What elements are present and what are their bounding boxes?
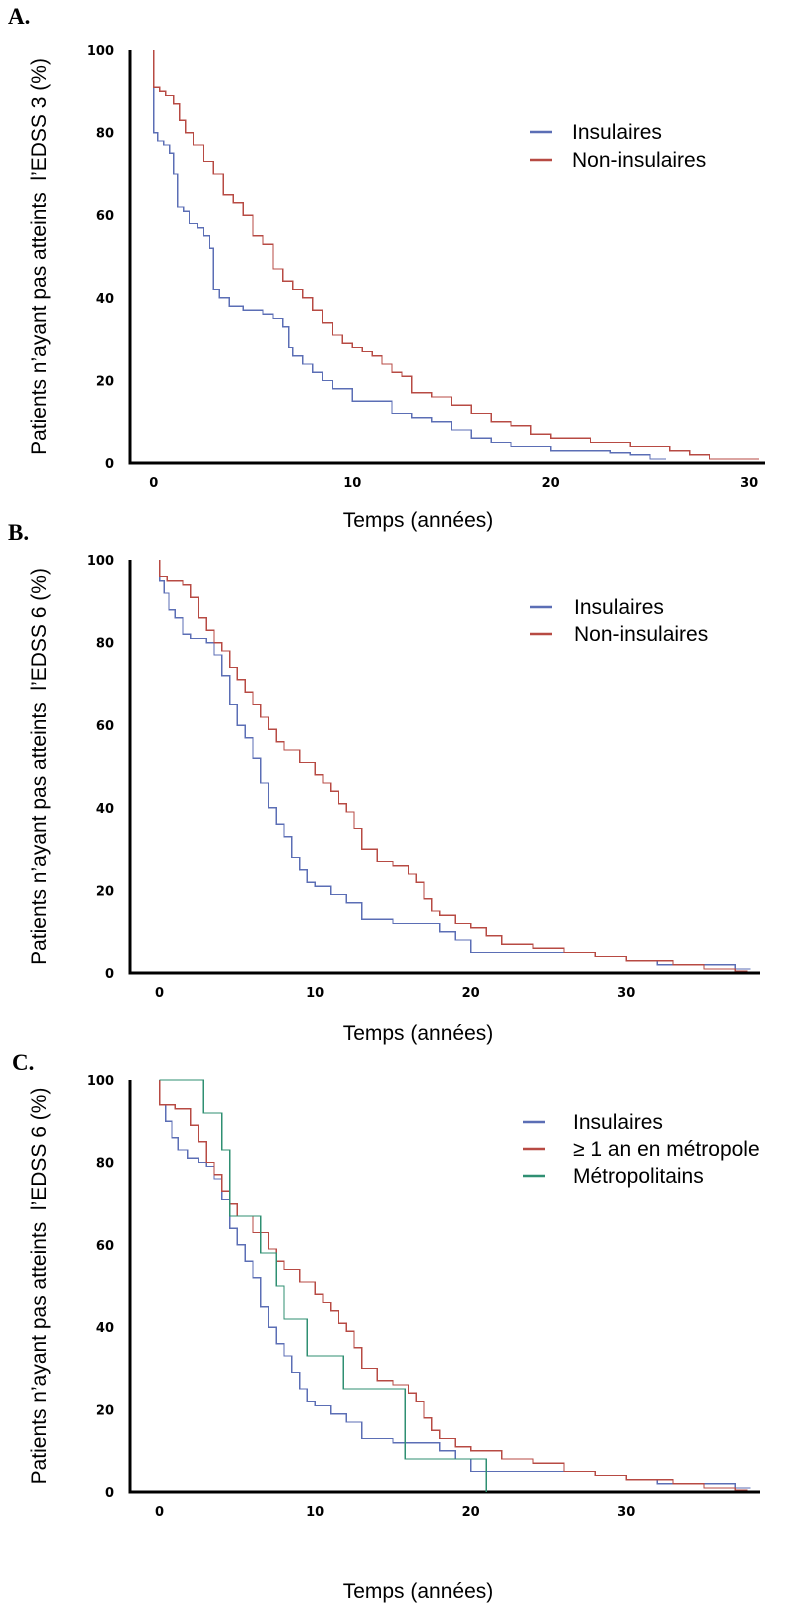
y-tick-label: 0 xyxy=(105,967,114,982)
x-tick-label: 30 xyxy=(617,1505,635,1520)
x-tick-label: 10 xyxy=(343,476,361,491)
legend-label: Non-insulaires xyxy=(574,623,708,646)
x-tick-label: 30 xyxy=(740,476,758,491)
y-tick-label: 100 xyxy=(87,44,114,59)
panel-letter: A. xyxy=(8,4,30,29)
y-tick-label: 0 xyxy=(105,1486,114,1501)
y-tick-label: 40 xyxy=(96,292,114,307)
y-tick-label: 20 xyxy=(96,884,114,899)
y-tick-label: 80 xyxy=(96,127,114,142)
x-axis-label: Temps (années) xyxy=(343,509,494,532)
series-line-2 xyxy=(159,1079,487,1492)
y-tick-label: 20 xyxy=(96,1404,114,1419)
legend-label: ≥ 1 an en métropole xyxy=(573,1138,760,1161)
x-tick-label: 0 xyxy=(155,986,164,1001)
x-tick-label: 20 xyxy=(462,1505,480,1520)
legend-label: Métropolitains xyxy=(573,1165,704,1188)
y-tick-label: 20 xyxy=(96,374,114,389)
x-tick-label: 0 xyxy=(155,1505,164,1520)
panel-a: A. 0 20 40 60 80 100 0 10 20 30 Patients n’ayant pa… xyxy=(8,4,765,532)
series-line-0 xyxy=(153,50,666,460)
panel-b: B. 0 20 40 60 80 100 0 10 20 30 Patients n’ayant pa… xyxy=(8,520,760,1045)
y-tick-label: 80 xyxy=(96,1156,114,1171)
y-axis-label: Patients n’ayant pas atteints l’EDSS 6 (… xyxy=(28,1088,51,1485)
series-line-0 xyxy=(158,1080,751,1489)
y-axis-label: Patients n’ayant pas atteints l’EDSS 6 (… xyxy=(28,568,51,965)
y-tick-label: 40 xyxy=(96,802,114,817)
y-tick-label: 60 xyxy=(96,719,114,734)
y-axis-label: Patients n’ayant pas atteints l’EDSS 3 (… xyxy=(28,58,51,455)
series-line-1 xyxy=(153,50,759,460)
legend-label: Insulaires xyxy=(574,596,664,619)
x-tick-label: 30 xyxy=(617,986,635,1001)
legend-label: Non-insulaires xyxy=(572,149,706,172)
y-tick-label: 100 xyxy=(87,554,114,569)
x-axis-label: Temps (années) xyxy=(343,1022,494,1045)
y-tick-label: 80 xyxy=(96,637,114,652)
x-axis-label: Temps (années) xyxy=(343,1580,494,1603)
y-tick-label: 60 xyxy=(96,1239,114,1254)
series-line-1 xyxy=(158,1080,748,1491)
legend-label: Insulaires xyxy=(572,121,662,144)
y-tick-label: 0 xyxy=(105,457,114,472)
x-tick-label: 10 xyxy=(306,986,324,1001)
x-tick-label: 10 xyxy=(306,1505,324,1520)
y-tick-label: 40 xyxy=(96,1321,114,1336)
series-line-0 xyxy=(158,560,751,970)
x-tick-label: 20 xyxy=(462,986,480,1001)
x-tick-label: 0 xyxy=(149,476,158,491)
x-tick-label: 20 xyxy=(542,476,560,491)
panel-c: C. 0 20 40 60 80 100 0 10 20 30 Patients n’ayant pa… xyxy=(12,1050,760,1603)
legend-label: Insulaires xyxy=(573,1111,663,1134)
y-tick-label: 60 xyxy=(96,209,114,224)
panel-letter: B. xyxy=(8,520,29,545)
panel-letter: C. xyxy=(12,1050,34,1075)
y-tick-label: 100 xyxy=(87,1074,114,1089)
series-line-1 xyxy=(158,560,748,972)
